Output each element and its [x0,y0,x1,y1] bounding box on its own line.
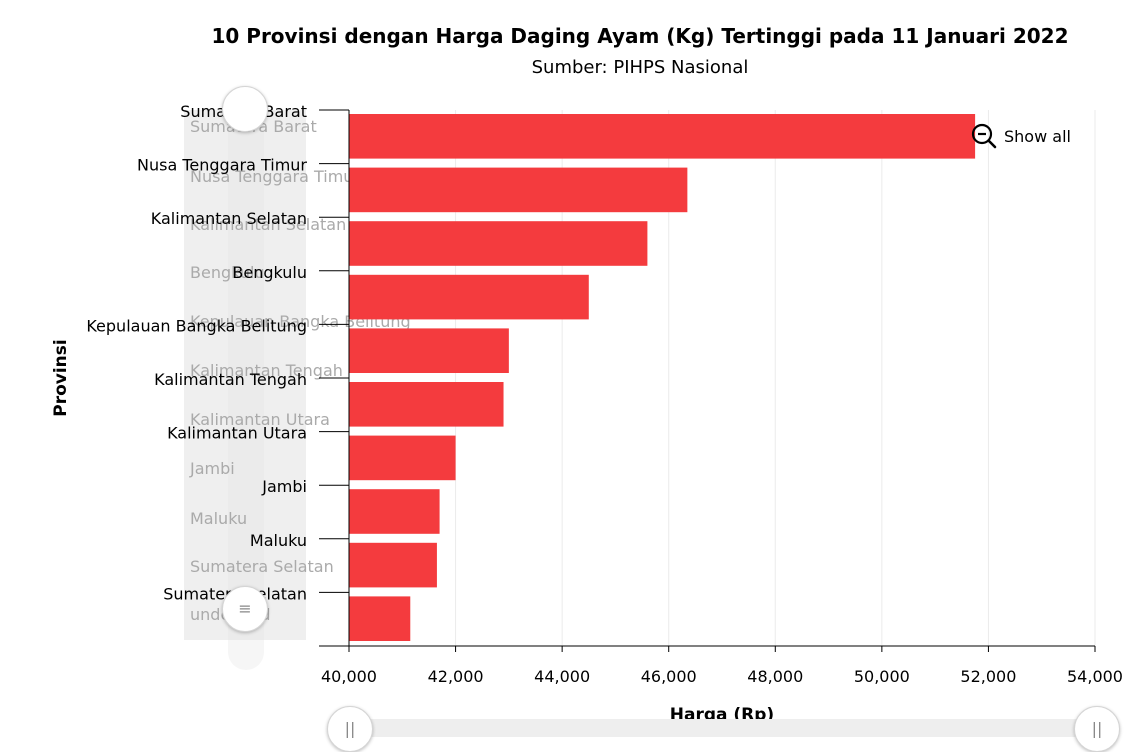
chart-title: 10 Provinsi dengan Harga Daging Ayam (Kg… [211,24,1069,48]
bar [349,596,411,641]
bar [349,221,648,266]
horizontal-scrollbar-start-grip[interactable]: || [327,706,373,752]
vertical-scrollbar-end-grip[interactable]: ≡ [222,586,268,632]
x-tick-label: 52,000 [960,667,1016,686]
chart-subtitle: Sumber: PIHPS Nasional [531,57,749,78]
grip-bars-icon: || [344,719,356,738]
y-tick-label: Nusa Tenggara Timur [137,156,307,175]
vertical-scrollbar-start-grip[interactable] [222,86,268,132]
grip-bars-icon: || [1091,719,1103,738]
show-all-button[interactable]: Show all [970,120,1071,152]
bar [349,382,504,427]
x-tick-label: 40,000 [321,667,377,686]
vertical-scrollbar-thumb[interactable] [184,110,306,640]
bar [349,167,688,213]
horizontal-scrollbar-end-grip[interactable]: || [1074,706,1120,752]
x-tick-label: 46,000 [641,667,697,686]
y-tick-label: Kepulauan Bangka Belitung [86,316,307,335]
show-all-label: Show all [1004,126,1071,146]
y-tick-label: Bengkulu [232,263,307,282]
scrollbar-preview-label: Kalimantan Tengah [190,361,343,380]
x-tick-label: 48,000 [747,667,803,686]
bars [349,114,976,641]
scrollbar-preview-label: Jambi [189,459,235,478]
x-tick-label: 50,000 [854,667,910,686]
scrollbar-preview-label: Maluku [190,509,247,528]
bar [349,435,456,481]
scrollbar-preview-label: Kalimantan Utara [190,410,330,429]
x-tick-label: 54,000 [1067,667,1123,686]
grip-lines-icon: ≡ [238,599,252,618]
scrollbar-preview-label: Nusa Tenggara Timur [190,167,360,186]
bar [349,114,976,159]
scrollbar-preview-label: Bengkulu [190,263,265,282]
y-tick-label: Jambi [261,477,307,496]
x-tick-label: 42,000 [428,667,484,686]
y-tick-label: Kalimantan Utara [167,424,307,443]
horizontal-scrollbar[interactable] [350,719,1098,737]
bar [349,328,509,373]
scrollbar-preview-label: Kalimantan Selatan [190,215,346,234]
bar [349,489,440,534]
zoom-out-icon [971,123,997,149]
y-tick-label: Maluku [250,531,307,550]
y-axis-title: Provinsi [51,339,71,416]
bar [349,542,437,588]
y-tick-label: Kalimantan Selatan [151,209,307,228]
x-tick-label: 44,000 [534,667,590,686]
scrollbar-preview-label: Sumatera Selatan [190,557,334,576]
bar [349,274,589,320]
y-tick-label: Kalimantan Tengah [154,370,307,389]
